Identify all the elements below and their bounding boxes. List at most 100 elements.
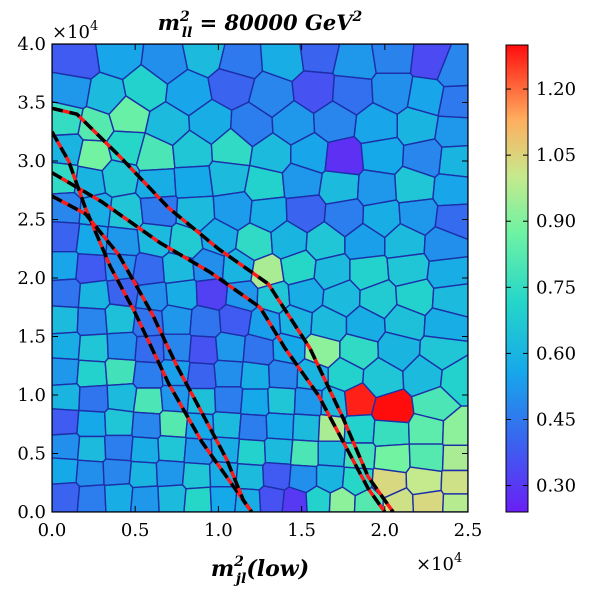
contour-line-dashed-outer [52,106,395,512]
colorbar-tick-label: 0.45 [536,409,576,430]
voronoi-cell [52,357,80,387]
voronoi-cell [258,485,286,512]
y-tick-label: 3.0 [17,151,46,172]
voronoi-cell [105,225,141,257]
voronoi-cell [102,458,133,487]
voronoi-cell [186,361,217,390]
colorbar-tick-label: 0.60 [536,343,576,364]
voronoi-cell [411,489,445,512]
contour-lines [52,106,395,512]
x-tick-label: 0.5 [121,520,150,541]
voronoi-cell [208,160,251,198]
x-tick-label: 2.0 [370,520,399,541]
y-multiplier-base: ×10 [52,22,90,43]
voronoi-cell [441,444,468,472]
colorbar-ticks: 0.30 0.45 0.60 0.75 0.90 1.05 1.20 [506,79,576,497]
contour-line-dashed-inner-inner [52,194,254,512]
voronoi-cell [52,481,81,512]
xlabel-sup: 2 [233,554,244,570]
voronoi-cell [128,460,159,489]
contour-line-dashed-outer-inner [52,171,387,512]
colorbar-tick-label: 0.75 [536,277,576,298]
voronoi-cell [103,434,134,462]
voronoi-cell [332,44,377,81]
x-axis-multiplier: ×104 [416,551,462,575]
chart-title: m2 ll = 80000 GeV2 [158,9,363,41]
x-tick-label: 1.0 [204,520,233,541]
colorbar-tick-label: 1.05 [536,145,576,166]
contour-line-dashed-inner [52,130,254,512]
x-axis-label: m2 jl(low) [211,554,309,587]
xlabel-rest: (low) [246,556,309,582]
voronoi-cell [78,384,109,413]
title-sub: ll [182,25,193,41]
voronoi-cell [52,432,81,461]
voronoi-cell [239,360,271,390]
xlabel-sub: jl [233,571,246,587]
voronoi-cell [106,331,138,362]
voronoi-cell [181,461,212,490]
voronoi-cell [52,382,81,412]
y-axis-multiplier: ×104 [52,19,98,43]
voronoi-cell [106,382,138,413]
voronoi-cell [157,484,187,512]
x-multiplier-exp: 4 [454,551,462,566]
colorbar-tick-label: 0.30 [536,476,576,497]
voronoi-cell [157,434,187,463]
colorbar-gradient [505,44,529,513]
voronoi-cell [130,436,160,464]
y-tick-label: 0.5 [17,444,46,465]
voronoi-cell [423,307,468,343]
colorbar: 0.30 0.45 0.60 0.75 0.90 1.05 1.20 [505,44,576,513]
voronoi-cell [158,409,189,439]
voronoi-cell [441,493,468,512]
voronoi-cell [52,220,81,253]
voronoi-cell [426,255,468,290]
voronoi-cell [104,357,137,387]
voronoi-cell [437,84,468,119]
voronoi-cell [360,136,405,176]
x-multiplier-base: ×10 [416,554,454,575]
voronoi-cell [183,486,213,512]
voronoi-cells [52,44,468,512]
voronoi-cell [372,419,411,448]
voronoi-cell [76,409,107,438]
title-unit-sup: 2 [352,9,363,25]
voronoi-cell [173,165,214,199]
voronoi-cell [75,253,108,285]
title-rest: = 80000 [192,10,305,35]
voronoi-cell [212,411,242,440]
voronoi-cell [52,250,79,282]
plot-area: 0.0 0.5 1.0 1.5 2.0 2.5 0.0 0.5 1.0 1.5 2.0 2.5 3.0… [17,34,482,541]
voronoi-cell [103,407,135,437]
voronoi-cell [291,413,321,443]
y-tick-label: 1.5 [17,327,46,348]
y-tick-label: 2.5 [17,210,46,231]
voronoi-cell [432,173,468,207]
voronoi-cell [209,486,238,512]
colorbar-tick-label: 1.20 [536,79,576,100]
y-tick-label: 3.5 [17,93,46,114]
voronoi-cell [188,334,219,365]
title-sup: 2 [179,9,190,25]
y-tick-label: 2.0 [17,268,46,289]
x-tick-label: 2.5 [454,520,483,541]
y-tick-label: 0.0 [17,502,46,523]
voronoi-cell [76,435,107,463]
voronoi-cell [52,408,80,436]
y-tick-label: 4.0 [17,34,46,55]
x-tick-label: 1.5 [287,520,316,541]
voronoi-cell [238,413,268,442]
voronoi-cell [434,115,468,148]
voronoi-cell [324,135,365,176]
voronoi-cell [132,387,164,415]
voronoi-cell [101,159,141,199]
x-tick-label: 0.0 [38,520,67,541]
voronoi-cell [103,482,134,512]
voronoi-cell [289,439,319,468]
voronoi-cell [160,384,191,413]
x-axis-ticks: 0.0 0.5 1.0 1.5 2.0 2.5 [38,44,483,541]
voronoi-cell [75,459,105,488]
voronoi-cell [317,440,347,468]
y-multiplier-exp: 4 [90,19,98,34]
